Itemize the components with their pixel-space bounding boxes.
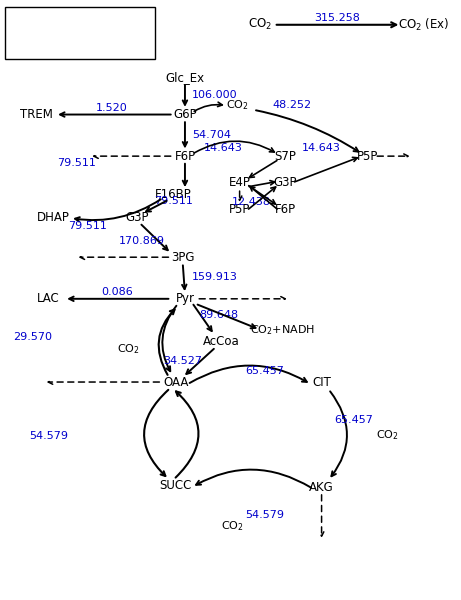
Text: CO$_2$+NADH: CO$_2$+NADH <box>250 323 315 337</box>
Text: 14.643: 14.643 <box>302 143 341 154</box>
Text: Pyr: Pyr <box>176 292 195 305</box>
Text: 54.579: 54.579 <box>245 510 284 520</box>
Text: 79.511: 79.511 <box>58 158 96 168</box>
Text: F6P: F6P <box>275 203 296 215</box>
Text: P5P: P5P <box>229 203 250 215</box>
Text: S7P: S7P <box>274 149 296 163</box>
Text: E4P: E4P <box>229 176 250 189</box>
Text: 29.570: 29.570 <box>13 332 52 342</box>
Text: F6P: F6P <box>174 149 195 163</box>
Text: AKG: AKG <box>309 481 334 494</box>
Text: G3P: G3P <box>125 211 149 224</box>
Text: OAA: OAA <box>163 376 189 389</box>
Text: LAC: LAC <box>37 292 59 305</box>
Text: 65.457: 65.457 <box>334 415 373 425</box>
FancyBboxPatch shape <box>5 7 155 59</box>
Text: 65.457: 65.457 <box>245 367 284 376</box>
Text: CO$_2$: CO$_2$ <box>226 98 249 112</box>
Text: SUCC: SUCC <box>160 479 192 492</box>
Text: 54.704: 54.704 <box>192 130 231 140</box>
Text: 3PG: 3PG <box>171 251 195 264</box>
Text: F16BP: F16BP <box>155 188 192 200</box>
Text: 48.252: 48.252 <box>272 100 312 110</box>
Text: 315.258: 315.258 <box>314 13 361 23</box>
Text: Glc_Ex: Glc_Ex <box>165 71 205 83</box>
Text: 14.643: 14.643 <box>204 143 243 154</box>
Text: DHAP: DHAP <box>36 211 69 224</box>
Text: CO$_2$: CO$_2$ <box>376 428 399 442</box>
Text: 34.527: 34.527 <box>163 356 202 365</box>
Text: CO$_2$: CO$_2$ <box>248 17 272 32</box>
Text: 0.086: 0.086 <box>101 287 132 297</box>
Text: 54.579: 54.579 <box>29 431 68 440</box>
Text: TREM: TREM <box>20 108 53 121</box>
Text: CO$_2$: CO$_2$ <box>221 519 244 533</box>
Text: AcCoa: AcCoa <box>203 335 240 348</box>
Text: CO$_2$ (Ex): CO$_2$ (Ex) <box>398 17 450 33</box>
Text: 1.520: 1.520 <box>96 103 128 113</box>
Text: 106.000: 106.000 <box>192 90 237 100</box>
Text: 159.913: 159.913 <box>192 272 238 283</box>
Text: 89.648: 89.648 <box>200 310 239 320</box>
Text: 79.511: 79.511 <box>68 221 106 230</box>
Text: G6P: G6P <box>173 108 197 121</box>
Text: CIT: CIT <box>312 376 331 389</box>
Text: 12.438: 12.438 <box>231 197 271 207</box>
Text: P5P: P5P <box>356 149 378 163</box>
Text: CO$_2$: CO$_2$ <box>117 342 139 356</box>
Text: 79.511: 79.511 <box>154 196 193 206</box>
Text: G3P: G3P <box>273 176 297 189</box>
Text: 170.869: 170.869 <box>118 236 165 245</box>
Text: Biomass flux: Biomass flux <box>19 20 90 30</box>
Text: Metabolic flux: Metabolic flux <box>19 37 97 46</box>
